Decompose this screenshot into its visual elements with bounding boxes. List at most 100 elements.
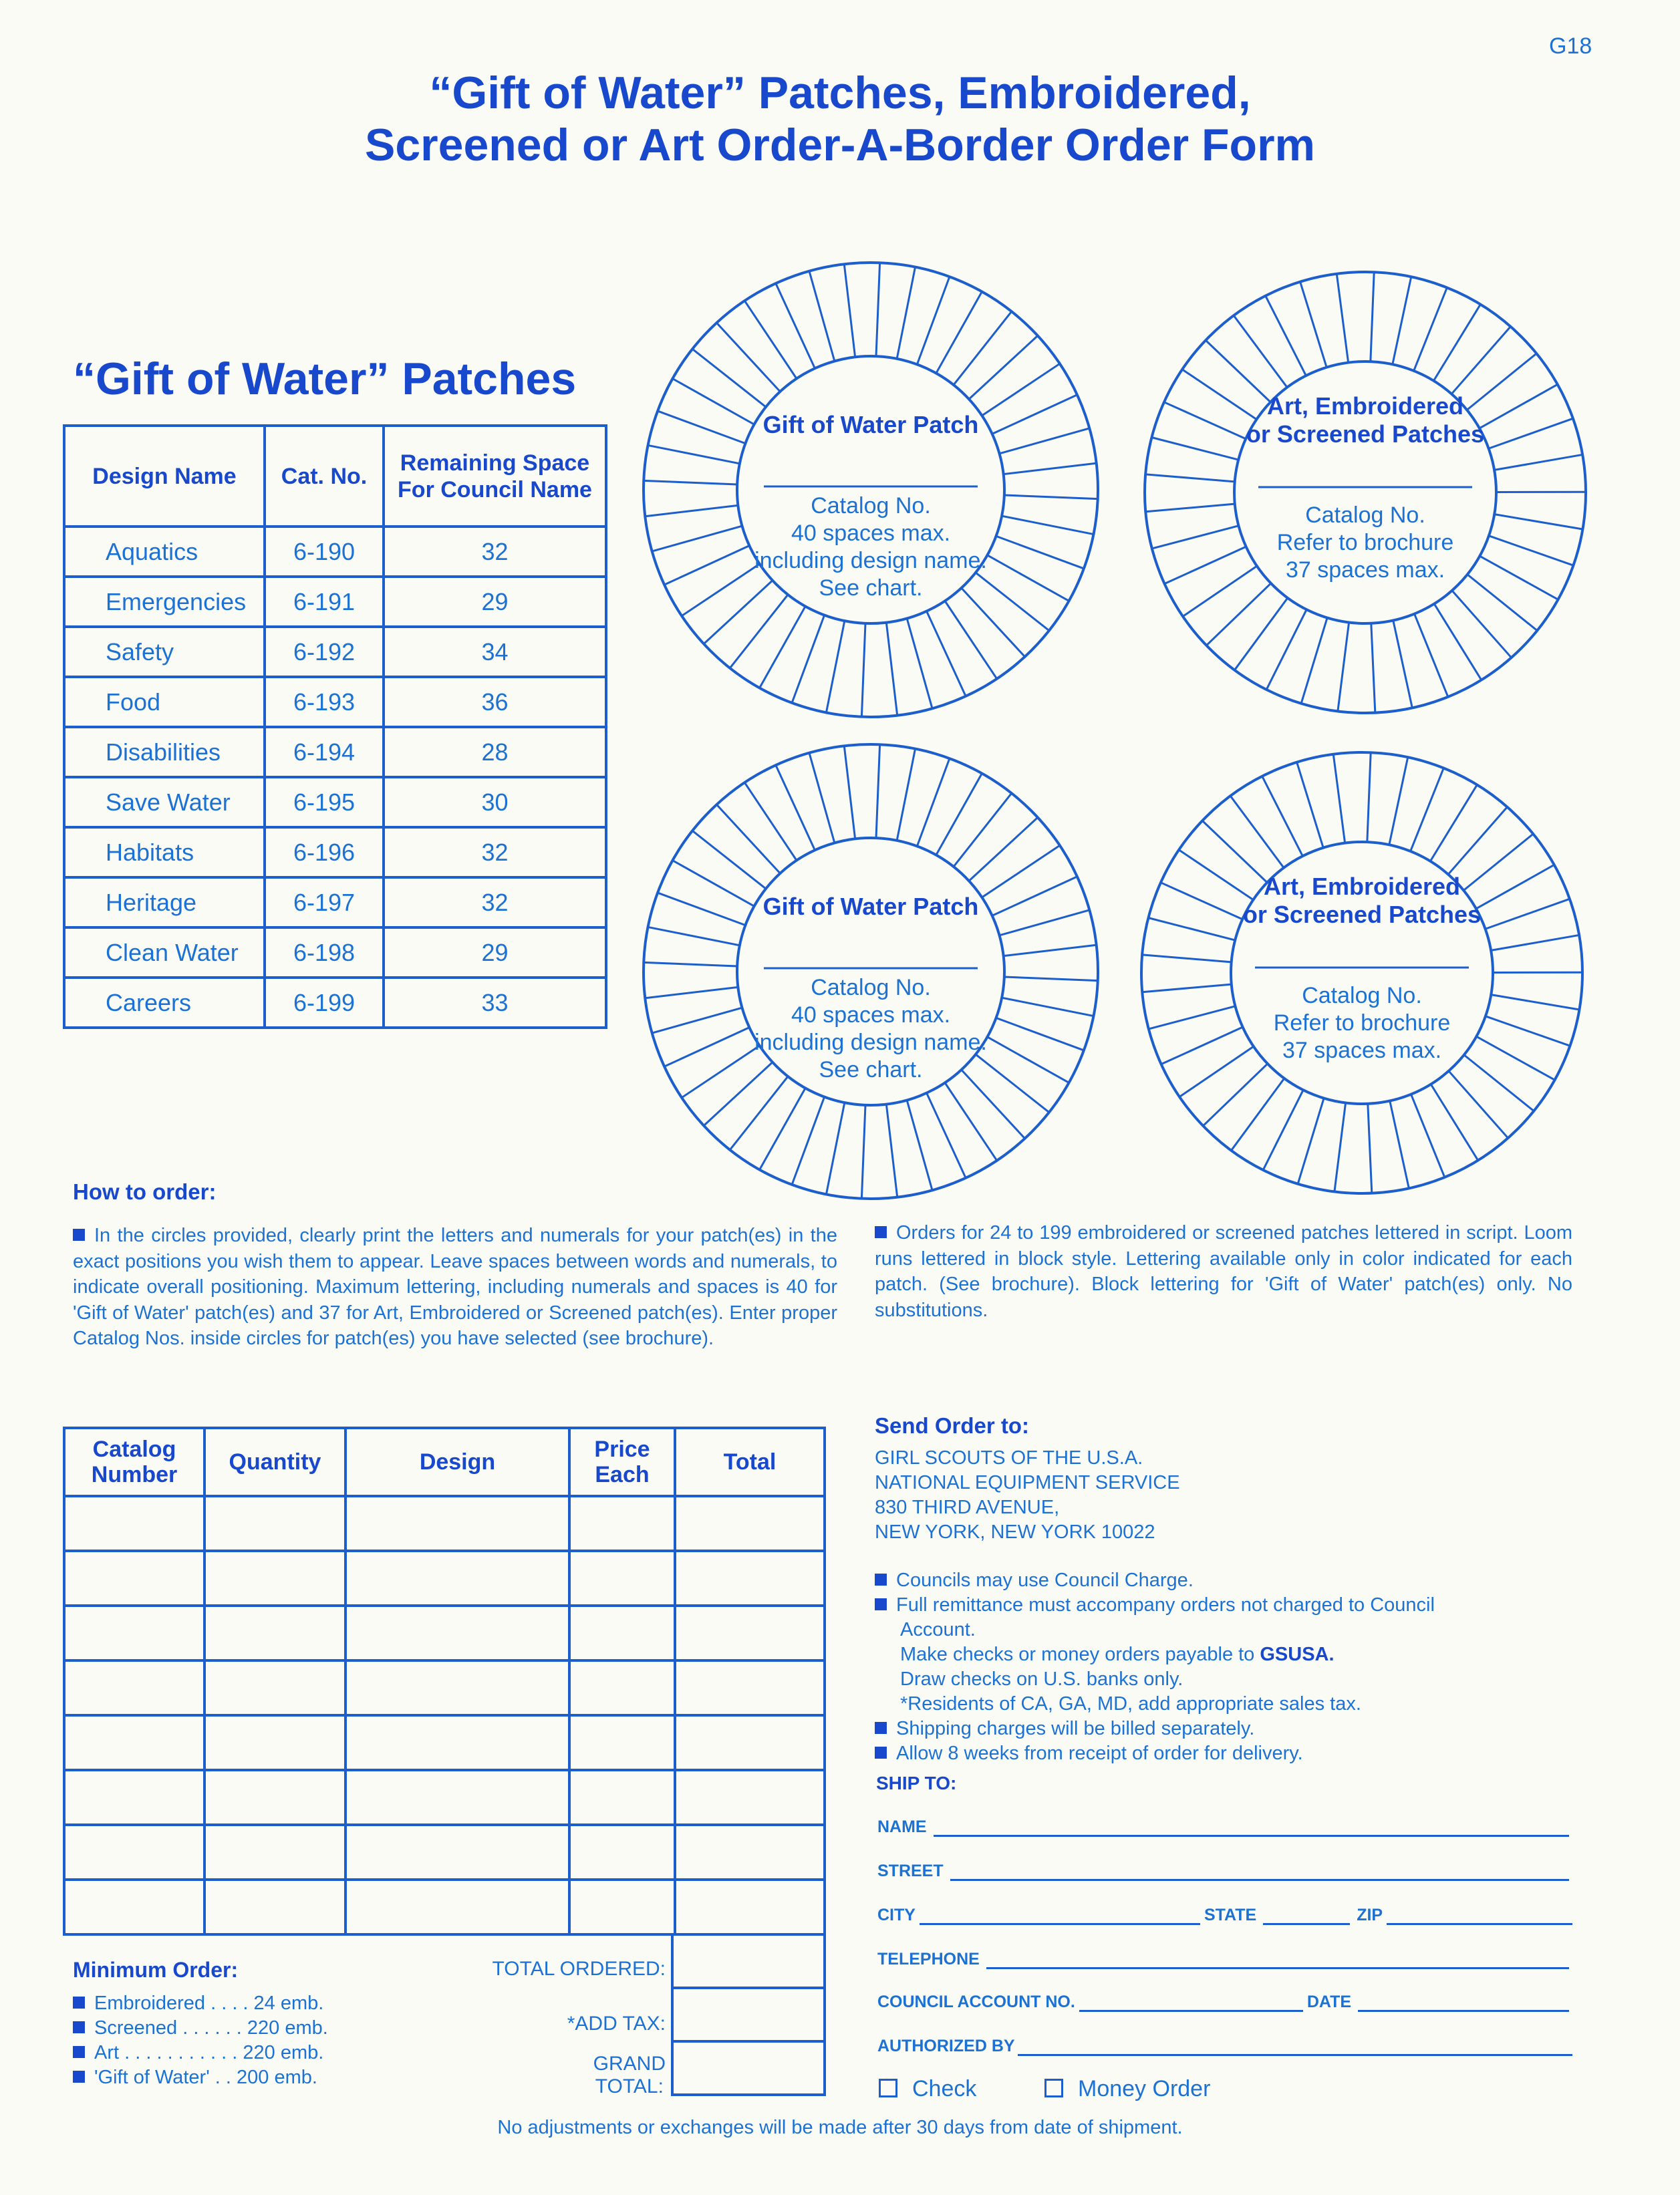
letter-space <box>935 772 983 856</box>
order-cell-input[interactable] <box>568 1878 676 1936</box>
order-cell-input[interactable] <box>63 1714 206 1771</box>
letter-space <box>905 618 934 709</box>
cat-no: 6-194 <box>263 726 385 778</box>
letter-space <box>1001 515 1094 536</box>
order-cell-input[interactable] <box>344 1769 571 1826</box>
letter-space <box>1466 573 1538 631</box>
check-option[interactable]: Check <box>879 2076 976 2102</box>
table-row: Save Water 6-195 30 <box>63 776 607 829</box>
remaining-space: 32 <box>382 826 607 879</box>
order-cell-input[interactable] <box>63 1550 206 1607</box>
order-row <box>63 1769 826 1826</box>
letter-space <box>975 1053 1050 1113</box>
order-cell-input[interactable] <box>203 1550 347 1607</box>
order-cell-input[interactable] <box>674 1823 826 1881</box>
letter-space <box>1451 325 1512 395</box>
letter-space <box>825 1102 846 1195</box>
order-cell-input[interactable] <box>344 1714 571 1771</box>
order-row <box>63 1659 826 1717</box>
cat-no: 6-191 <box>263 575 385 628</box>
design-name: Habitats <box>63 826 266 879</box>
letter-space <box>729 594 789 669</box>
letter-space <box>875 263 881 357</box>
letter-space <box>1145 502 1235 513</box>
city-state-zip-fields[interactable]: CITY STATE ZIP <box>877 1906 1572 1925</box>
letter-space <box>986 1036 1070 1084</box>
letter-space <box>1003 943 1097 958</box>
checkbox-icon <box>879 2079 897 2097</box>
telephone-field[interactable]: TELEPHONE <box>877 1950 1569 1969</box>
account-date-fields[interactable]: COUNCIL ACCOUNT NO. DATE <box>877 1993 1569 2012</box>
gift-circle-text: Gift of Water Patch Catalog No. 40 spaces … <box>754 411 987 601</box>
order-cell-input[interactable] <box>568 1714 676 1771</box>
order-cell-input[interactable] <box>568 1823 676 1881</box>
remaining-space: 29 <box>382 575 607 628</box>
order-cell-input[interactable] <box>344 1878 571 1936</box>
order-cell-input[interactable] <box>674 1604 826 1662</box>
authorized-by-field[interactable]: AUTHORIZED BY <box>877 2037 1572 2056</box>
letter-space <box>1178 849 1254 901</box>
letter-space <box>645 504 738 518</box>
order-cell-input[interactable] <box>568 1495 676 1552</box>
money-order-option[interactable]: Money Order <box>1044 2076 1210 2102</box>
add-tax-input[interactable] <box>674 1989 823 2043</box>
order-cell-input[interactable] <box>674 1878 826 1936</box>
order-cell-input[interactable] <box>344 1495 571 1552</box>
letter-space <box>1476 1035 1556 1081</box>
grand-total-input[interactable] <box>674 2043 823 2093</box>
order-cell-input[interactable] <box>568 1550 676 1607</box>
art-circle[interactable] <box>1143 271 1587 714</box>
order-cell-input[interactable] <box>344 1659 571 1717</box>
order-cell-input[interactable] <box>674 1550 826 1607</box>
order-cell-input[interactable] <box>568 1604 676 1662</box>
order-cell-input[interactable] <box>63 1604 206 1662</box>
letter-space <box>885 1104 899 1197</box>
letter-space <box>1485 897 1570 930</box>
order-cell-input[interactable] <box>568 1659 676 1717</box>
letter-space <box>1463 1054 1535 1112</box>
design-name: Careers <box>63 976 266 1029</box>
letter-space <box>1202 1062 1268 1127</box>
street-field[interactable]: STREET <box>877 1862 1569 1881</box>
col-header: Design <box>344 1427 571 1497</box>
order-cell-input[interactable] <box>674 1659 826 1717</box>
letter-space <box>1429 1083 1479 1161</box>
order-cell-input[interactable] <box>344 1604 571 1662</box>
order-cell-input[interactable] <box>674 1714 826 1771</box>
letter-space <box>1335 273 1350 363</box>
gift-circle[interactable] <box>642 743 1099 1200</box>
order-cell-input[interactable] <box>203 1714 347 1771</box>
order-cell-input[interactable] <box>63 1769 206 1826</box>
letter-space <box>968 817 1038 882</box>
order-cell-input[interactable] <box>63 1495 206 1552</box>
order-cell-input[interactable] <box>674 1495 826 1552</box>
order-cell-input[interactable] <box>63 1659 206 1717</box>
order-cell-input[interactable] <box>344 1823 571 1881</box>
cat-no: 6-196 <box>263 826 385 879</box>
gift-circle[interactable] <box>642 261 1099 718</box>
order-cell-input[interactable] <box>203 1878 347 1936</box>
order-cell-input[interactable] <box>203 1769 347 1826</box>
letter-space <box>1447 806 1508 875</box>
order-cell-input[interactable] <box>203 1495 347 1552</box>
order-cell-input[interactable] <box>203 1659 347 1717</box>
letter-space <box>1451 589 1512 659</box>
order-cell-input[interactable] <box>63 1878 206 1936</box>
total-ordered-input[interactable] <box>674 1936 823 1989</box>
remaining-space: 29 <box>382 926 607 979</box>
letter-space <box>1476 864 1555 910</box>
art-circle[interactable] <box>1140 751 1584 1195</box>
order-cell-input[interactable] <box>63 1823 206 1881</box>
letter-space <box>1160 881 1243 921</box>
order-cell-input[interactable] <box>203 1823 347 1881</box>
patches-heading: “Gift of Water” Patches <box>73 353 577 404</box>
letter-space <box>1181 368 1258 420</box>
letter-space <box>1182 565 1258 617</box>
name-field[interactable]: NAME <box>877 1817 1569 1837</box>
order-cell-input[interactable] <box>344 1550 571 1607</box>
order-cell-input[interactable] <box>674 1769 826 1826</box>
table-row: Emergencies 6-191 29 <box>63 575 607 628</box>
design-name: Aquatics <box>63 525 266 578</box>
order-cell-input[interactable] <box>203 1604 347 1662</box>
order-cell-input[interactable] <box>568 1769 676 1826</box>
